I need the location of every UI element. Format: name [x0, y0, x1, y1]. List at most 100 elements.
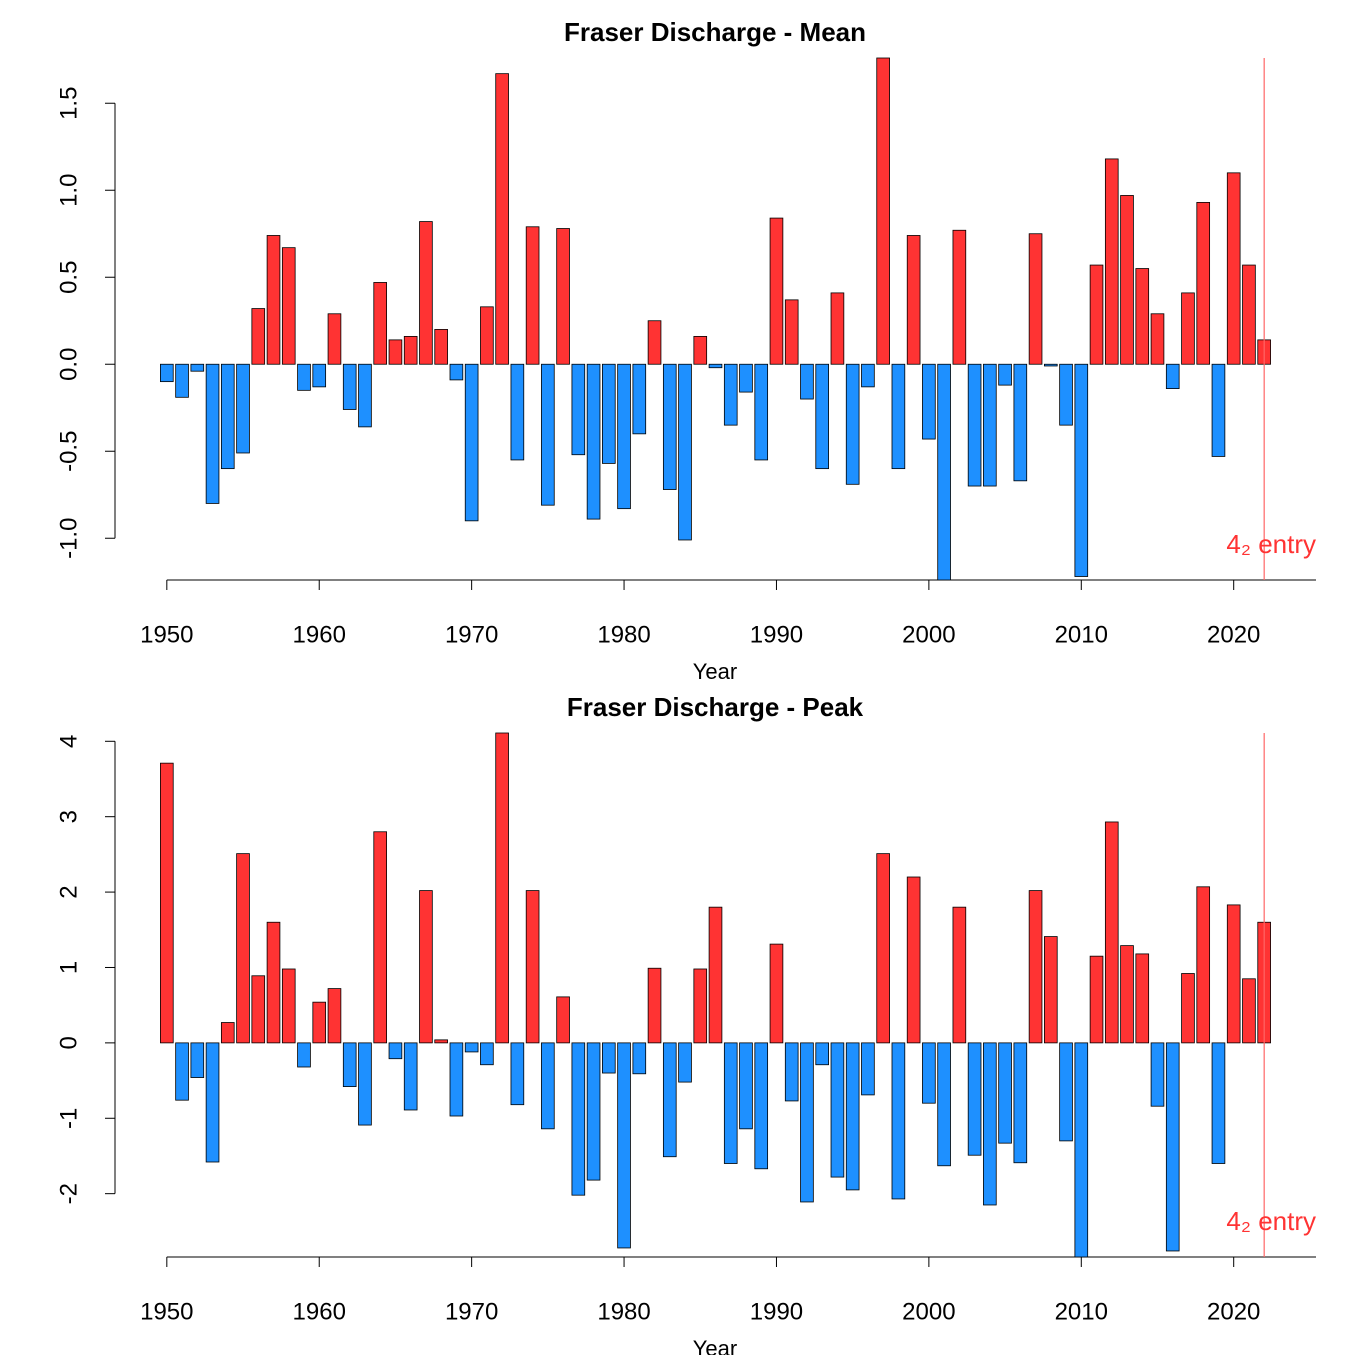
bar	[571, 363, 586, 456]
bar	[160, 363, 174, 383]
bar	[1181, 292, 1195, 365]
bar	[403, 1042, 418, 1111]
x-tick-label: 2010	[1055, 1298, 1108, 1325]
bar	[510, 363, 525, 461]
annotation: 4₂ entry	[1226, 529, 1316, 559]
bar	[1104, 821, 1119, 1044]
bar	[556, 228, 570, 365]
bar	[678, 1042, 692, 1083]
bar	[205, 363, 220, 504]
bar	[525, 226, 540, 365]
bar	[373, 831, 387, 1044]
bar	[312, 363, 327, 388]
bar	[449, 363, 464, 381]
bar	[1211, 363, 1226, 457]
bar	[739, 1042, 753, 1130]
bar	[480, 1042, 494, 1066]
bar	[1074, 1042, 1089, 1258]
bar	[1150, 1042, 1165, 1107]
y-tick-label: -1	[55, 1108, 82, 1129]
bar	[906, 235, 921, 365]
bar	[1089, 955, 1104, 1044]
bar	[434, 329, 448, 365]
y-tick-label: 2	[55, 885, 82, 898]
bar	[1104, 158, 1119, 365]
bar	[845, 363, 860, 485]
bar	[1028, 233, 1043, 365]
x-tick-label: 2000	[902, 621, 955, 648]
bar	[708, 363, 723, 369]
bar	[1196, 202, 1211, 365]
bar	[754, 363, 769, 461]
bar	[1242, 978, 1256, 1044]
x-tick-label: 2020	[1207, 621, 1260, 648]
bar	[693, 968, 708, 1044]
bar	[815, 363, 829, 470]
bar	[1135, 268, 1150, 365]
bar	[800, 1042, 814, 1203]
bar	[784, 299, 799, 365]
x-tick-label: 1990	[750, 1298, 803, 1325]
x-tick-label: 1970	[445, 1298, 498, 1325]
bar	[662, 363, 677, 490]
bar	[342, 1042, 357, 1088]
bar	[1013, 1042, 1028, 1164]
bar	[205, 1042, 220, 1163]
bar	[1120, 945, 1134, 1044]
bar	[449, 1042, 464, 1117]
bar	[175, 1042, 189, 1101]
bar	[1089, 264, 1104, 365]
bar	[937, 1042, 951, 1167]
y-tick-label: 1	[55, 961, 82, 974]
bar	[251, 308, 266, 365]
bar	[1044, 936, 1058, 1044]
bar	[327, 313, 342, 365]
bar	[723, 363, 738, 426]
bar	[510, 1042, 525, 1106]
x-tick-label: 1960	[293, 1298, 346, 1325]
y-tick-label: 1.5	[55, 87, 82, 120]
bar	[922, 363, 936, 440]
bar	[617, 1042, 631, 1249]
bar	[876, 853, 890, 1044]
bar	[617, 363, 631, 510]
bar	[281, 247, 296, 365]
y-tick-label: 3	[55, 810, 82, 823]
bar	[1120, 195, 1134, 365]
bar	[419, 890, 433, 1044]
bar	[1074, 363, 1089, 577]
bar	[861, 1042, 875, 1096]
bar	[464, 363, 479, 522]
bar	[373, 282, 387, 365]
bar	[403, 335, 418, 365]
bar	[845, 1042, 860, 1191]
bar	[632, 1042, 647, 1075]
bar	[1150, 313, 1165, 365]
bar	[983, 1042, 997, 1206]
bar	[647, 967, 662, 1044]
bar	[708, 906, 723, 1044]
y-tick-label: 1.0	[55, 174, 82, 207]
bar	[602, 1042, 616, 1074]
bar	[358, 1042, 372, 1126]
bar	[297, 363, 311, 391]
bar	[1135, 953, 1150, 1044]
bar	[281, 968, 296, 1044]
bar	[358, 363, 372, 428]
bar	[541, 363, 555, 506]
bar	[1013, 363, 1028, 482]
x-tick-label: 1950	[140, 1298, 193, 1325]
bar	[251, 975, 266, 1044]
bar	[891, 363, 906, 470]
bar	[342, 363, 357, 410]
chart-title: Fraser Discharge - Peak	[567, 692, 864, 722]
bar	[297, 1042, 311, 1068]
bar	[1226, 172, 1241, 365]
bar	[1059, 363, 1073, 426]
bar	[739, 363, 753, 393]
bar	[1196, 886, 1211, 1044]
bar	[190, 363, 205, 372]
bar	[1226, 904, 1241, 1044]
chart-title: Fraser Discharge - Mean	[564, 17, 866, 47]
